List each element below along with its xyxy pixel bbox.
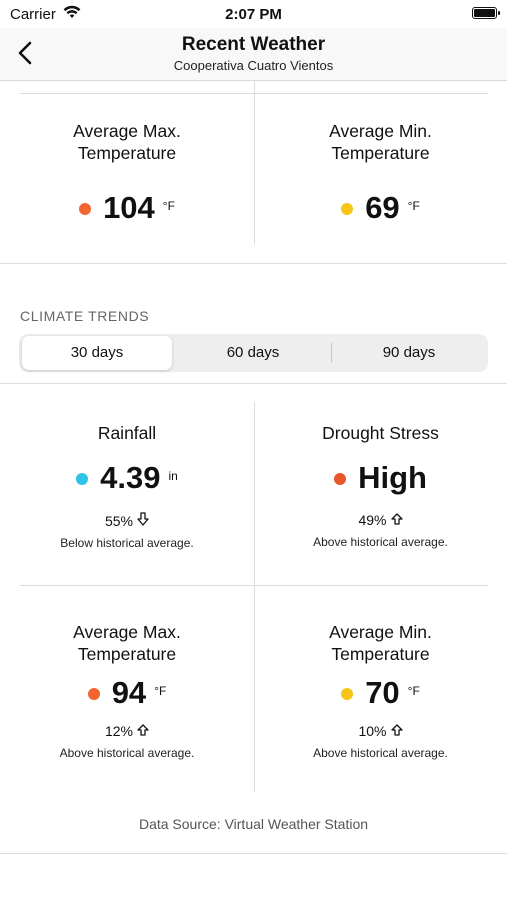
trend-avg-min-temp-card: Average Min. Temperature 70 °F 10% Above… [254,621,507,760]
back-chevron-icon[interactable] [14,38,38,68]
rainfall-card: Rainfall 4.39 in 55% Below historical av… [0,422,254,550]
avg-max-temp-card: Average Max. Temperature 104 °F [0,120,254,226]
card-unit: in [168,469,178,483]
change-percent: 49% [358,512,387,528]
page-subtitle: Cooperativa Cuatro Vientos [173,58,334,73]
card-value: 70 [365,675,400,710]
change-percent: 10% [358,723,387,739]
divider [254,402,255,792]
section-divider [0,383,507,384]
navigation-bar: Recent Weather Cooperativa Cuatro Viento… [0,28,507,81]
card-value: 104 [103,190,155,225]
carrier-label: Carrier [10,6,56,23]
status-time: 2:07 PM [225,6,282,23]
card-title: Rainfall [97,423,157,443]
card-title: Average Max. Temperature [73,622,181,664]
battery-icon [472,7,500,19]
change-note: Above historical average. [313,746,448,760]
card-value: High [358,460,427,495]
card-title: Average Min. Temperature [329,622,432,664]
status-dot [87,688,100,700]
segment-30-days[interactable]: 30 days [22,336,172,370]
divider [20,585,488,586]
change-note: Above historical average. [313,535,448,549]
card-value: 69 [365,190,400,225]
divider [254,80,255,244]
status-dot [341,203,354,215]
arrow-up-icon [387,723,403,739]
card-value: 94 [111,675,147,710]
change-note: Below historical average. [60,536,194,550]
status-dot [334,473,347,485]
avg-min-temp-card: Average Min. Temperature 69 °F [254,120,507,226]
change-note: Above historical average. [59,746,195,760]
segment-90-days[interactable]: 90 days [382,344,436,361]
status-bar: Carrier 2:07 PM [0,0,507,28]
trend-avg-max-temp-card: Average Max. Temperature 94 °F 12% Above… [0,621,254,760]
card-unit: °F [407,199,420,213]
card-unit: °F [162,199,175,213]
page-title: Recent Weather [181,34,326,55]
data-source-label: Data Source: Virtual Weather Station [138,816,369,832]
change-percent: 12% [104,723,134,739]
card-unit: °F [407,684,420,698]
period-segmented-control: 30 days 60 days 90 days [19,334,488,372]
section-divider [0,853,507,854]
status-dot [79,203,92,215]
arrow-down-icon [133,512,149,529]
card-title: Average Min. Temperature [329,121,432,163]
status-dot [76,473,89,485]
wifi-icon [63,5,81,24]
change-percent: 55% [104,512,134,529]
drought-stress-card: Drought Stress High 49% Above historical… [254,422,507,549]
segment-separator [331,343,332,363]
card-title: Average Max. Temperature [73,121,181,163]
segment-60-days[interactable]: 60 days [226,344,280,361]
arrow-up-icon [133,723,149,739]
card-title: Drought Stress [322,423,439,443]
card-unit: °F [154,684,167,698]
climate-trends-label: CLIMATE TRENDS [20,308,150,324]
arrow-up-icon [387,512,403,528]
section-divider [0,263,507,264]
card-value: 4.39 [100,460,161,495]
status-dot [341,688,354,700]
